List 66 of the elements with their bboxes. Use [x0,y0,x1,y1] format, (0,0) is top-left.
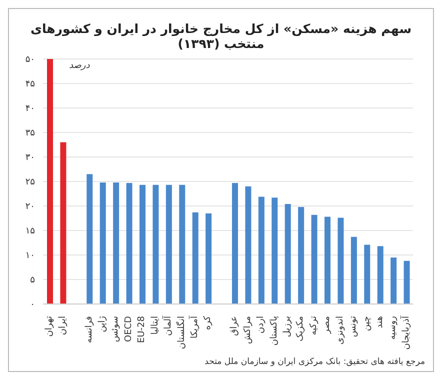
x-tick-label: کره [203,315,214,330]
bar [166,184,172,304]
bar [152,184,159,304]
x-tick-label: آمریکا [188,316,200,339]
bar [179,184,186,304]
bar [350,236,357,304]
bar [192,212,198,304]
bar [47,59,53,304]
bar [338,218,344,304]
bar [258,196,264,304]
bar [206,213,212,304]
x-tick-label: اردن [256,316,266,334]
y-tick-label: ۴۰ [25,104,35,114]
chart-title: سهم هزینه «مسکن» از کل مخارج خانوار در ایران و کشورهای منتخب (۱۳۹۳) [29,21,412,51]
x-tick-label: ترکیه [308,316,319,336]
bar [390,257,397,304]
y-tick-label: ۵ [30,276,36,286]
x-tick-label: انگلستان [174,316,187,350]
y-tick-label: ۲۰ [25,202,35,212]
y-tick-label: ۳۵ [25,128,36,139]
x-tick-label: EU-28 [137,316,148,343]
bar [404,260,410,304]
x-tick-label: پاکستان [269,316,280,346]
bar [298,206,304,304]
x-tick-label: اندونزی [335,316,346,345]
y-tick-label: ۱۵ [25,226,36,237]
bar [364,244,370,304]
y-tick-label: ۳۰ [25,153,35,164]
bar [86,174,93,304]
y-tick-label: ۱۰ [25,251,35,262]
x-tick-label: سوئس [110,316,121,342]
x-tick-label: ژاپن [97,316,108,332]
x-tick-label: آلمان [162,316,174,336]
x-tick-label: آذربایجان [399,316,412,350]
x-tick-label: تهران [44,316,55,337]
bar [324,216,330,304]
bar [140,184,146,304]
bar [272,198,278,304]
y-tick-label: ۰ [30,300,35,310]
text: مرجع یافته های تحقیق: بانک مرکزی ایران و سازمان ملل متحد [204,357,425,367]
bar [245,186,252,304]
y-tick-label: ۴۵ [25,80,36,90]
x-tick-label: مکزیک [296,316,306,342]
y-tick-label: ۵۰ [25,55,35,66]
x-tick-label: چین [362,316,372,332]
bar [113,182,120,304]
bar [377,246,384,304]
bar [232,182,238,304]
bar [60,142,66,304]
bar [311,214,318,304]
bar [100,182,106,304]
bar [126,182,132,304]
x-tick-label: ایران [58,316,68,336]
x-tick-label: برزیل [282,316,292,338]
x-tick-label: مصر [322,316,332,335]
x-tick-label: OECD [124,316,134,342]
x-tick-label: روسیه [388,316,398,340]
x-tick-label: ایتالیا [150,316,160,335]
x-tick-label: هند [374,316,385,328]
x-tick-label: مراکش [242,316,253,344]
bar [284,204,291,304]
x-tick-label: تونس [348,316,359,338]
y-axis-title: درصد [69,61,90,71]
x-tick-label: عراق [230,316,240,336]
x-tick-label: فرانسه [84,316,94,344]
y-tick-label: ۲۵ [25,178,36,188]
